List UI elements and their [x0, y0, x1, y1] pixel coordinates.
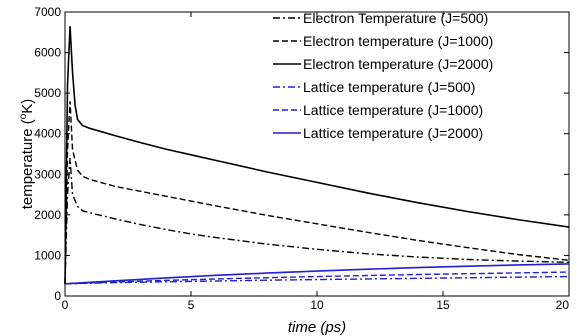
x-tick-label: 5: [188, 298, 195, 312]
legend-label-2: Electron temperature (J=1000): [303, 33, 493, 49]
y-tick-label: 4000: [34, 127, 61, 141]
y-axis-label: temperature (oK): [18, 99, 36, 210]
plot-area: [64, 11, 570, 297]
y-tick-label: 2000: [34, 208, 61, 222]
tick-layer: 0 5 10 15 20 0 1000 2000 3000 4000 5000 6000 7000: [34, 5, 570, 312]
series-line-6: [64, 263, 570, 285]
legend-label-1: Electron Temperature (J=500): [303, 10, 488, 26]
y-tick-label: 3000: [34, 167, 61, 181]
y-tick-label: 5000: [34, 86, 61, 100]
series-line-1: [64, 158, 570, 284]
y-tick-label: 0: [54, 289, 61, 303]
series-layer: [64, 26, 570, 285]
legend: Electron Temperature (J=500) Electron tem…: [273, 10, 493, 141]
y-axis-label-main: temperature (: [19, 119, 36, 209]
legend-label-3: Electron temperature (J=2000): [303, 56, 493, 72]
series-line-3: [64, 26, 570, 284]
series-line-4: [64, 275, 570, 285]
y-tick-label: 7000: [34, 5, 61, 19]
x-tick-label: 15: [436, 298, 450, 312]
y-tick-label: 1000: [34, 248, 61, 262]
legend-label-6: Lattice temperature (J=2000): [303, 125, 483, 141]
legend-label-5: Lattice temperature (J=1000): [303, 102, 483, 118]
legend-label-4: Lattice temperature (J=500): [303, 79, 475, 95]
x-tick-label: 10: [310, 298, 324, 312]
series-line-2: [64, 101, 570, 284]
x-axis-label: time (ps): [288, 319, 346, 336]
x-tick-label: 0: [62, 298, 69, 312]
y-axis-label-unit: K): [19, 99, 36, 114]
y-tick-label: 6000: [34, 46, 61, 60]
x-tick-label: 20: [556, 298, 570, 312]
y-axis-label-superscript: o: [18, 113, 29, 119]
series-line-5: [64, 271, 570, 285]
